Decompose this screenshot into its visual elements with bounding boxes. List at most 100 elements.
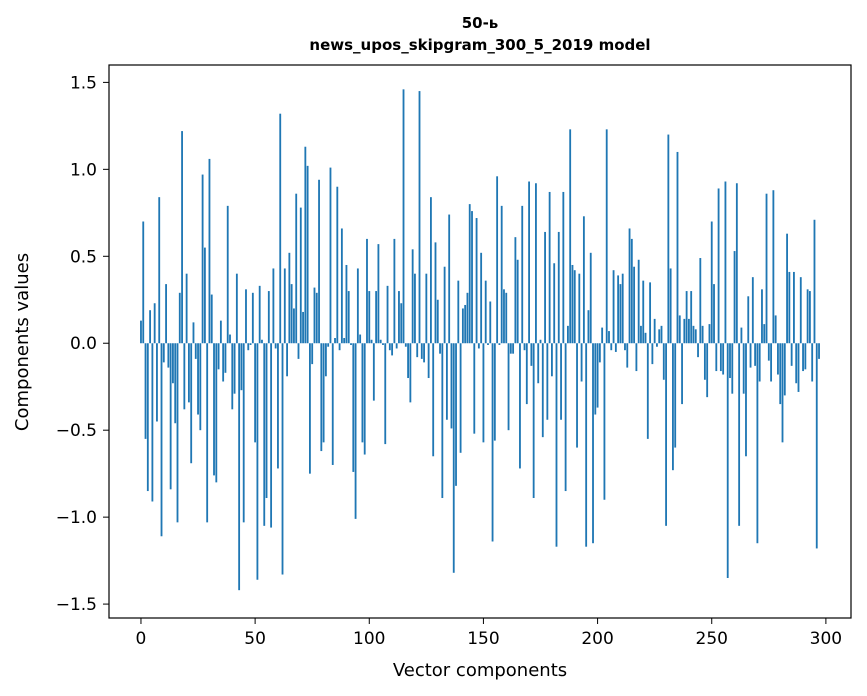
bar [204, 248, 206, 344]
bar [190, 343, 192, 463]
bar [227, 206, 229, 343]
bar [681, 343, 683, 404]
bar [473, 343, 475, 433]
bar [343, 338, 345, 343]
bar [451, 343, 453, 428]
bar [485, 281, 487, 344]
bar [158, 197, 160, 343]
bar [441, 343, 443, 498]
bar [149, 310, 151, 343]
bar [674, 343, 676, 447]
bar [382, 343, 384, 345]
bar [193, 322, 195, 343]
bar [747, 296, 749, 343]
bar [553, 263, 555, 343]
x-tick-label: 200 [581, 629, 613, 649]
bar [498, 343, 500, 345]
bar [435, 242, 437, 343]
y-tick-label: 0.0 [70, 334, 97, 354]
bar [377, 244, 379, 343]
bar [581, 343, 583, 381]
bar [323, 343, 325, 442]
bar [597, 343, 599, 407]
bar [576, 343, 578, 447]
bar [234, 343, 236, 393]
bar [250, 343, 252, 345]
bar [809, 291, 811, 343]
bar [391, 343, 393, 355]
bar [318, 180, 320, 343]
bar [530, 343, 532, 366]
bar [172, 343, 174, 383]
bar [396, 343, 398, 348]
bar [446, 343, 448, 420]
y-tick-label: −1.5 [56, 595, 97, 615]
bar [807, 289, 809, 343]
bar [759, 343, 761, 381]
bar [291, 284, 293, 343]
bar [811, 343, 813, 381]
bar [583, 216, 585, 343]
bar [373, 343, 375, 400]
bar [617, 275, 619, 343]
bar [672, 343, 674, 470]
bar [286, 343, 288, 376]
bar [471, 211, 473, 343]
bar [409, 343, 411, 402]
bar [620, 284, 622, 343]
x-tick-label: 0 [136, 629, 147, 649]
bar [683, 319, 685, 343]
x-tick-label: 250 [696, 629, 728, 649]
bar [261, 340, 263, 343]
bar [213, 343, 215, 475]
bar [670, 268, 672, 343]
x-tick-label: 300 [810, 629, 842, 649]
bar [715, 343, 717, 371]
bar [802, 343, 804, 371]
bar [697, 343, 699, 357]
bar [782, 343, 784, 442]
bar [309, 343, 311, 473]
bar [407, 343, 409, 378]
bar [592, 343, 594, 543]
bar [615, 343, 617, 352]
bar [448, 215, 450, 344]
bar [300, 208, 302, 344]
bar [633, 267, 635, 344]
bar [665, 343, 667, 526]
bar [791, 343, 793, 366]
y-tick-label: 1.0 [70, 160, 97, 180]
bar [147, 343, 149, 491]
bar [537, 343, 539, 383]
bar [186, 274, 188, 344]
bar [403, 89, 405, 343]
bar [380, 340, 382, 343]
bar [339, 343, 341, 350]
bar [788, 272, 790, 343]
bar [622, 274, 624, 344]
bar [544, 232, 546, 343]
bar [487, 343, 489, 345]
bar [741, 328, 743, 344]
bar [574, 270, 576, 343]
bar [642, 281, 644, 344]
bar [528, 182, 530, 344]
bar [556, 343, 558, 546]
bar [750, 343, 752, 367]
bar [348, 291, 350, 343]
bar [725, 182, 727, 344]
bar [179, 293, 181, 343]
bar [215, 343, 217, 482]
y-tick-label: 1.5 [70, 73, 97, 93]
bar [188, 343, 190, 402]
bar [503, 289, 505, 343]
bar [425, 274, 427, 344]
bar [626, 343, 628, 367]
bar [263, 343, 265, 526]
bar [218, 343, 220, 369]
bar [209, 159, 211, 343]
bar [606, 129, 608, 343]
bar [483, 343, 485, 442]
bar [777, 343, 779, 374]
bar [206, 343, 208, 522]
